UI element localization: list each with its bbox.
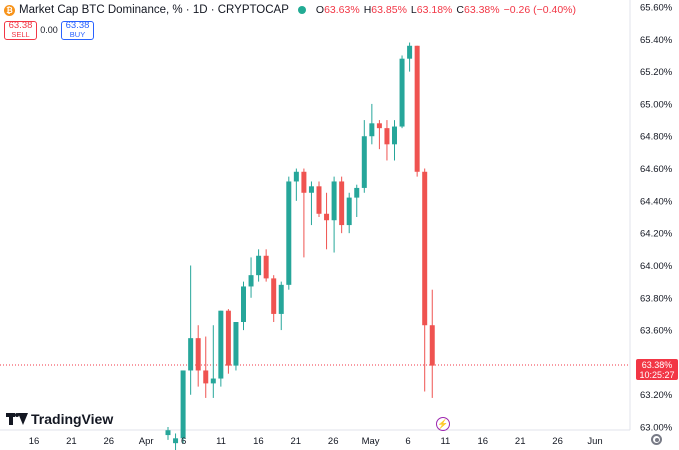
chart-title[interactable]: Market Cap BTC Dominance, % · 1D · CRYPT…: [19, 4, 289, 16]
high-value: 63.85%: [371, 4, 407, 16]
y-tick-label: 64.00%: [640, 261, 673, 272]
low-label: L: [410, 4, 417, 16]
sell-price: 63.38: [8, 20, 33, 31]
candle-down[interactable]: [225, 310, 231, 366]
countdown-timer: 10:25:27: [639, 370, 675, 380]
high-label: H: [363, 4, 372, 16]
x-tick-label: 21: [66, 436, 77, 447]
x-tick-label: Jun: [587, 436, 602, 447]
change-value: −0.26 (−0.40%): [503, 4, 576, 16]
x-tick-label: 21: [515, 436, 526, 447]
chart-header: ₿ Market Cap BTC Dominance, % · 1D · CRY…: [4, 2, 576, 18]
candle-down[interactable]: [376, 123, 382, 129]
tradingview-logo-icon: [6, 412, 28, 426]
x-tick-label: 26: [328, 436, 339, 447]
x-tick-label: 16: [253, 436, 264, 447]
candle-up[interactable]: [165, 430, 171, 436]
x-tick-label: 11: [440, 436, 450, 447]
tradingview-logo[interactable]: TradingView: [6, 411, 113, 427]
candle-up[interactable]: [293, 171, 299, 182]
candle-down[interactable]: [384, 128, 390, 145]
candle-down[interactable]: [339, 181, 345, 226]
x-tick-label: 16: [29, 436, 40, 447]
market-status-icon[interactable]: [297, 6, 306, 14]
candle-up[interactable]: [188, 338, 194, 371]
candle-up[interactable]: [361, 136, 367, 188]
x-tick-label: Apr: [139, 436, 154, 447]
last-price-value: 63.38%: [641, 360, 673, 370]
candle-up[interactable]: [308, 186, 314, 193]
x-tick-label: 21: [291, 436, 302, 447]
candle-down[interactable]: [316, 186, 322, 214]
candle-up[interactable]: [218, 310, 224, 379]
candle-down[interactable]: [203, 370, 209, 384]
x-tick-label: 16: [478, 436, 489, 447]
candle-up[interactable]: [407, 45, 413, 59]
candle-up[interactable]: [369, 123, 375, 137]
x-tick-label: 26: [104, 436, 115, 447]
x-tick-label: 11: [216, 436, 226, 447]
buy-button[interactable]: 63.38 BUY: [61, 20, 94, 40]
candle-down[interactable]: [301, 171, 307, 193]
candle-up[interactable]: [278, 284, 284, 314]
candle-up[interactable]: [180, 370, 186, 439]
candle-up[interactable]: [210, 378, 216, 384]
candle-down[interactable]: [429, 325, 435, 366]
open-label: O: [315, 4, 325, 16]
y-tick-label: 63.80%: [640, 293, 673, 304]
candle-down[interactable]: [324, 213, 330, 221]
x-tick-label: 6: [405, 436, 410, 447]
y-tick-label: 64.40%: [640, 196, 673, 207]
trade-buttons: 63.38 SELL 0.00 63.38 BUY: [4, 20, 94, 40]
lightning-event-icon[interactable]: ⚡: [436, 417, 450, 431]
x-tick-label: 6: [181, 436, 186, 447]
sell-button[interactable]: 63.38 SELL: [4, 20, 37, 40]
y-tick-label: 63.00%: [640, 423, 673, 434]
x-tick-label: May: [362, 436, 380, 447]
candle-up[interactable]: [241, 286, 246, 322]
y-tick-label: 64.80%: [640, 132, 673, 143]
low-value: 63.18%: [416, 4, 453, 16]
last-price-label: 63.38% 10:25:27: [636, 359, 678, 380]
y-tick-label: 65.20%: [640, 67, 673, 78]
close-value: 63.38%: [463, 4, 500, 16]
candle-down[interactable]: [414, 45, 420, 172]
gear-icon[interactable]: [651, 434, 662, 445]
candle-up[interactable]: [331, 181, 337, 221]
open-value: 63.63%: [324, 4, 360, 16]
candle-up[interactable]: [354, 187, 360, 198]
candle-up[interactable]: [392, 126, 397, 145]
candle-down[interactable]: [271, 278, 277, 314]
x-axis[interactable]: 16 21 26 Apr 6 11 16 21 26 May 6 11 16 21 26 Jun: [29, 436, 603, 447]
candle-up[interactable]: [286, 181, 292, 285]
candle-up[interactable]: [233, 322, 239, 366]
buy-price: 63.38: [65, 20, 90, 31]
candle-up[interactable]: [346, 197, 352, 226]
candle-down[interactable]: [195, 338, 201, 371]
y-tick-label: 63.60%: [640, 326, 673, 337]
candle-up[interactable]: [399, 58, 405, 127]
buy-label: BUY: [69, 30, 86, 39]
candles-group: [165, 42, 435, 450]
y-tick-label: 63.20%: [640, 390, 673, 401]
close-label: C: [456, 4, 464, 16]
x-tick-label: 26: [552, 436, 563, 447]
candle-up[interactable]: [248, 275, 254, 287]
bitcoin-icon: ₿: [4, 4, 15, 16]
y-tick-label: 65.00%: [640, 99, 673, 110]
logo-text: TradingView: [31, 411, 114, 427]
sell-label: SELL: [11, 30, 30, 39]
y-tick-label: 65.60%: [640, 3, 673, 14]
spread-value: 0.00: [40, 25, 58, 35]
candle-down[interactable]: [422, 171, 428, 326]
candle-down[interactable]: [263, 255, 269, 279]
candle-up[interactable]: [256, 255, 262, 276]
y-tick-label: 65.40%: [640, 35, 673, 46]
y-tick-label: 64.20%: [640, 229, 673, 240]
candle-up[interactable]: [173, 438, 179, 444]
y-tick-label: 64.60%: [640, 164, 673, 175]
